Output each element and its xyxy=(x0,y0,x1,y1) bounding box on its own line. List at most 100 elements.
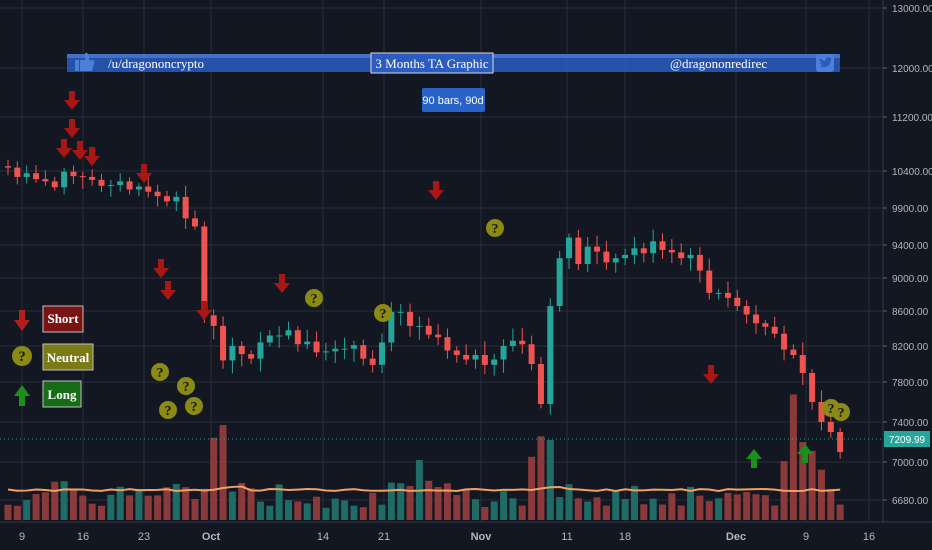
legend-neutral-icon: ? xyxy=(12,346,32,366)
volume-bar xyxy=(51,481,59,520)
candle-body xyxy=(229,346,236,361)
short-arrow-icon xyxy=(153,259,169,278)
candle-body xyxy=(425,325,432,335)
volume-bar xyxy=(13,505,21,520)
candle-body xyxy=(107,185,114,187)
candle-body xyxy=(266,335,273,343)
volume-bar xyxy=(490,501,498,520)
neutral-question-icon: ? xyxy=(185,397,203,415)
candle-body xyxy=(547,306,554,404)
legend-long-box xyxy=(42,380,82,408)
volume-bar xyxy=(565,484,573,520)
candle-body xyxy=(332,348,339,352)
banner-left-text: /u/dragononcrypto xyxy=(108,56,204,71)
volume-bar xyxy=(705,501,713,520)
svg-text:?: ? xyxy=(183,380,190,395)
candle-body xyxy=(781,333,788,350)
candle-body xyxy=(23,173,30,177)
time-tick-label: 16 xyxy=(863,531,875,543)
time-tick-label: 9 xyxy=(19,531,25,543)
neutral-question-icon: ? xyxy=(486,219,504,237)
candle-body xyxy=(762,323,769,327)
candle-body xyxy=(818,402,825,422)
candle-body xyxy=(304,341,311,345)
volume-bar xyxy=(649,498,657,520)
short-arrow-icon xyxy=(136,164,152,183)
volume-bar xyxy=(602,505,610,520)
time-axis[interactable]: 9 16 23 Oct 14 21 Nov 11 18 Dec 9 16 xyxy=(0,521,932,543)
bar-count-text: 90 bars, 90d xyxy=(422,95,483,107)
volume-bar xyxy=(640,504,648,520)
candle-body xyxy=(594,246,601,252)
candle-body xyxy=(248,354,255,359)
svg-text:?: ? xyxy=(191,400,198,415)
time-tick-label: Nov xyxy=(471,531,493,543)
volume-bar xyxy=(677,505,685,520)
svg-text:?: ? xyxy=(838,406,845,421)
candle-body xyxy=(734,297,741,307)
neutral-question-icon: ? xyxy=(151,363,169,381)
volume-bar xyxy=(219,425,227,520)
price-tick-label: 9400.00 xyxy=(892,241,929,252)
volume-bar xyxy=(266,505,274,520)
price-axis[interactable]: 6680.00 7000.00 7400.00 7800.00 8200.00 8600.… xyxy=(882,0,932,522)
candle-body xyxy=(715,292,722,294)
neutral-question-icon: ? xyxy=(374,304,392,322)
volume-bar xyxy=(584,501,592,520)
price-tick-label: 8200.00 xyxy=(892,342,929,353)
volume-bar xyxy=(200,488,208,520)
candle-body xyxy=(313,341,320,353)
last-price-badge: 7209.99 xyxy=(884,431,930,447)
volume-bar xyxy=(98,505,105,520)
volume-bar xyxy=(256,501,264,520)
volume-bar xyxy=(612,491,620,520)
candle-body xyxy=(14,167,21,177)
candle-body xyxy=(435,334,442,338)
volume-bar xyxy=(126,495,134,520)
volume-bar xyxy=(191,498,199,520)
candle-body xyxy=(117,181,124,186)
volume-bar xyxy=(322,507,330,520)
volume-bar xyxy=(752,494,760,520)
candle-body xyxy=(322,351,329,353)
volume-bar xyxy=(341,500,349,520)
candle-body xyxy=(491,359,498,365)
candle-body xyxy=(706,270,713,293)
volume-bar xyxy=(154,495,162,520)
last-price-label: 7209.99 xyxy=(889,435,926,446)
long-arrow-icon xyxy=(797,444,813,463)
candle-body xyxy=(790,349,797,355)
short-arrow-icon xyxy=(428,181,444,200)
header-banner: /u/dragononcrypto 3 Months TA Graphic @d… xyxy=(67,52,840,112)
volume-bar xyxy=(32,494,40,520)
svg-text:?: ? xyxy=(157,366,164,381)
legend-neutral-box xyxy=(42,343,94,371)
candle-body xyxy=(285,330,292,336)
candle-body xyxy=(799,355,806,373)
banner-title: 3 Months TA Graphic xyxy=(375,56,488,71)
candle-body xyxy=(640,248,647,254)
candle-body xyxy=(407,311,414,326)
neutral-question-icon: ? xyxy=(832,403,850,421)
volume-bar xyxy=(60,481,68,520)
volume-bar xyxy=(210,437,218,520)
volume-bar xyxy=(771,505,779,520)
candle-body xyxy=(192,218,198,227)
candle-body xyxy=(622,254,629,259)
legend-short-label: Short xyxy=(47,311,79,326)
volume-bar xyxy=(799,442,807,520)
candle-body xyxy=(809,373,816,402)
candle-body xyxy=(678,252,685,259)
short-arrow-icon xyxy=(56,139,72,158)
candle-body xyxy=(220,325,227,361)
time-tick-label: Oct xyxy=(202,531,221,543)
volume-bar xyxy=(827,488,835,520)
volume-bar xyxy=(630,485,638,520)
candle-body xyxy=(668,249,675,253)
candle-body xyxy=(51,181,58,188)
short-arrow-icon xyxy=(64,91,80,110)
candle-body xyxy=(33,173,40,180)
candle-body xyxy=(388,311,395,343)
volume-bar xyxy=(303,503,311,520)
